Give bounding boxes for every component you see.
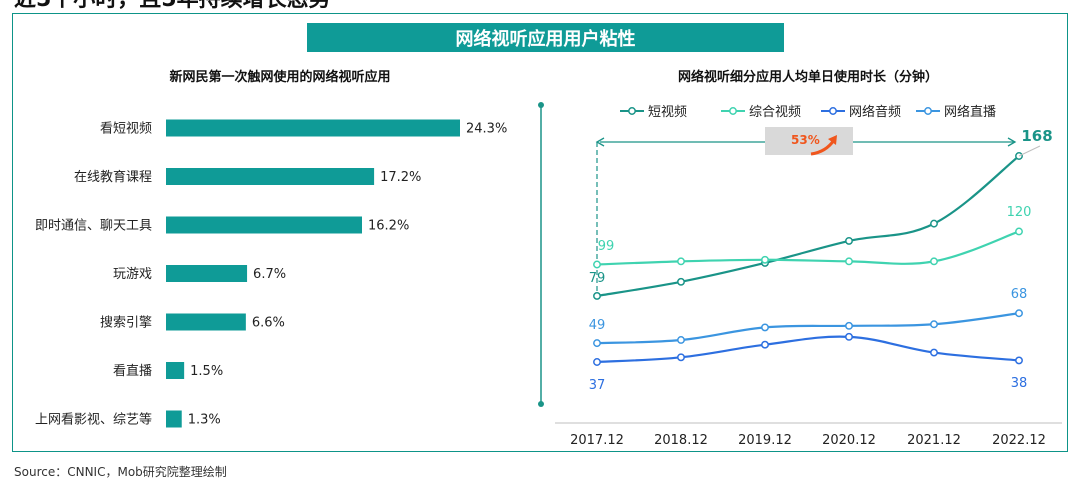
bar-category-label: 玩游戏 xyxy=(113,267,152,282)
series-4-data-label: 49 xyxy=(589,318,606,333)
series-4-data-label: 68 xyxy=(1011,287,1028,302)
series-3-data-label: 37 xyxy=(589,378,606,393)
x-tick-label: 2017.12 xyxy=(570,433,624,448)
y-axis-dot xyxy=(538,401,544,407)
series-3-point xyxy=(845,332,853,341)
series-3-point xyxy=(677,353,685,362)
series-2-point xyxy=(593,260,601,269)
series-1-data-label: 168 xyxy=(1021,127,1052,145)
headline: 近5个小时，且5年持续增长态势 xyxy=(14,0,331,14)
series-4-point xyxy=(677,336,685,344)
series-2-point xyxy=(845,257,853,266)
bar-2 xyxy=(166,168,375,185)
bar-category-label: 看短视频 xyxy=(100,121,152,137)
line-chart: 网络视听细分应用人均单日使用时长（分钟） 短视频 综合视频 网络音频 网络直播 201… xyxy=(538,69,1062,448)
bar-value-label: 24.3% xyxy=(466,122,507,137)
series-2-data-label: 99 xyxy=(598,239,615,254)
series-2-data-label: 120 xyxy=(1007,205,1032,220)
x-tick-label: 2018.12 xyxy=(654,433,708,448)
legend-label: 网络音频 xyxy=(849,104,901,120)
series-line-2 xyxy=(596,230,1020,266)
series-4-point xyxy=(593,339,601,348)
series-4-point xyxy=(845,321,853,330)
series-1-point xyxy=(845,236,853,245)
panel-frame xyxy=(12,13,1068,452)
y-axis-dot xyxy=(538,102,544,108)
legend-marker xyxy=(628,107,636,115)
x-tick-label: 2020.12 xyxy=(822,433,876,448)
bar-value-label: 1.5% xyxy=(190,364,223,379)
series-1-point xyxy=(930,219,938,228)
bar-chart-title: 新网民第一次触网使用的网络视听应用 xyxy=(169,69,390,85)
series-3-data-label: 38 xyxy=(1011,376,1028,391)
series-4-point xyxy=(1015,309,1023,318)
legend-label: 短视频 xyxy=(648,105,687,120)
end-leader-line xyxy=(1018,145,1041,157)
annotation-growth-arrowhead xyxy=(828,135,837,145)
bar-4 xyxy=(166,265,248,282)
line-group: 2017.12 2018.12 2019.12 2020.12 2021.12 2022.… xyxy=(538,102,1062,448)
series-3-point xyxy=(1015,356,1023,365)
bar-1 xyxy=(166,119,460,137)
legend-label: 综合视频 xyxy=(749,105,801,120)
series-3-point xyxy=(761,340,769,349)
bar-value-label: 17.2% xyxy=(380,170,421,185)
series-line-1 xyxy=(596,155,1020,298)
bar-value-label: 1.3% xyxy=(188,413,221,428)
bar-category-label: 上网看影视、综艺等 xyxy=(35,412,152,428)
series-2-point xyxy=(1015,227,1023,236)
series-1-data-label: 79 xyxy=(589,271,606,286)
series-2-point xyxy=(677,257,685,266)
series-3-point xyxy=(930,348,938,357)
annotation-arrowhead-left xyxy=(595,137,605,147)
annotation-arrowhead-right xyxy=(1007,137,1017,147)
bar-3 xyxy=(166,216,362,234)
series-1-point xyxy=(593,292,601,300)
bar-category-label: 在线教育课程 xyxy=(74,169,152,185)
annotation-box xyxy=(765,127,853,155)
x-tick-label: 2021.12 xyxy=(907,433,961,448)
bar-chart: 新网民第一次触网使用的网络视听应用 看短视频 24.3% 在线教育课程 17.2% 即时… xyxy=(35,69,507,428)
line-legend: 短视频 综合视频 网络音频 网络直播 xyxy=(620,104,996,120)
series-3-point xyxy=(593,358,601,366)
bar-value-label: 6.6% xyxy=(252,316,285,331)
series-line-4 xyxy=(596,312,1020,345)
bar-category-label: 搜索引擎 xyxy=(100,316,152,331)
line-chart-title: 网络视听细分应用人均单日使用时长（分钟） xyxy=(678,69,938,85)
source-note: Source：CNNIC，Mob研究院整理绘制 xyxy=(14,465,227,479)
legend-marker xyxy=(729,107,737,115)
series-1-point xyxy=(677,277,685,286)
bar-category-label: 即时通信、聊天工具 xyxy=(35,219,152,234)
legend-marker xyxy=(829,107,837,115)
bar-category-label: 看直播 xyxy=(113,363,152,379)
bar-value-label: 6.7% xyxy=(253,267,286,282)
x-tick-label: 2019.12 xyxy=(738,433,792,448)
bar-5 xyxy=(166,313,246,331)
bar-7 xyxy=(166,410,182,428)
legend-label: 网络直播 xyxy=(944,104,996,120)
series-4-point xyxy=(930,320,938,329)
series-4-point xyxy=(761,323,769,332)
annotation-label: 53% xyxy=(791,133,820,147)
bar-6 xyxy=(166,362,185,379)
series-line-3 xyxy=(596,335,1020,364)
section-banner: 网络视听应用用户粘性 xyxy=(307,23,784,52)
series-2-point xyxy=(930,257,938,266)
bar-group: 看短视频 24.3% 在线教育课程 17.2% 即时通信、聊天工具 16.2% 玩游戏 6.7… xyxy=(35,119,507,428)
bar-value-label: 16.2% xyxy=(368,219,409,234)
legend-marker xyxy=(924,107,932,115)
series-2-point xyxy=(761,255,769,264)
x-tick-label: 2022.12 xyxy=(992,433,1046,448)
